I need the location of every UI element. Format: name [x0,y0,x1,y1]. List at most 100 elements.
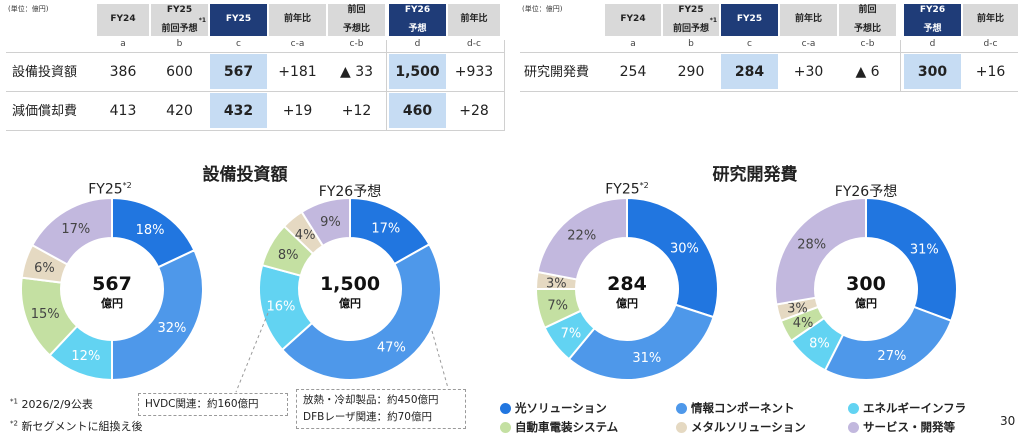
rd-row-line-0 [520,91,1018,92]
capex-cell-1-5: 460 [389,93,446,128]
capex-col-letter-4: c-b [349,39,364,49]
capex-row-line-0 [6,91,504,92]
capex-header-3: 前年比 [269,4,326,36]
pie-0-slice-1 [111,248,204,382]
rd-chart-title: 研究開発費 [712,165,798,185]
rd-header-6: 前年比 [963,4,1018,36]
legend-dot-icon-2 [848,402,859,414]
pie-2-label-4: 3% [546,276,567,291]
rd-cell-0-6: +16 [975,63,1006,80]
pie-3-slice-1 [823,305,953,381]
capex-cell-0-0: 386 [109,63,137,80]
rd-col-letter-4: c-b [860,39,875,49]
legend-item-5: サービス・開発等 [848,419,955,435]
legend-dot-icon-5 [848,421,859,433]
pie-1-label-3: 8% [278,248,299,263]
pie-2-center-value: 284 [607,273,647,295]
capex-fy26-pie-title: FY26予想 [318,184,382,200]
capex-fy25-pie-title: FY25*2 [88,181,132,198]
rd-col-letter-5: d [929,39,936,49]
pie-2-label-0: 30% [670,241,699,256]
pie-3-label-2: 8% [809,337,830,352]
capex-cell-0-6: +933 [454,63,494,80]
pie-2-center-unit: 億円 [616,296,638,310]
legend-dot-icon-3 [500,421,511,433]
pie-2-slice-0 [626,196,719,319]
legend-item-4: メタルソリューション [676,419,806,435]
capex-col-letter-6: d-c [467,39,481,49]
capex-header-sup: *1 [198,17,206,24]
legend-label-3: 自動車電装システム [515,420,619,434]
footnote-2: *2 新セグメントに組換え後 [10,419,143,433]
pie-1-center-value: 1,500 [320,273,380,295]
capex-row-line-1 [6,130,504,131]
pie-0-slice-5 [30,196,113,266]
capex-col-separator [386,40,387,131]
legend-label-1: 情報コンポーネント [691,401,795,415]
callout-dfb: DFBレーザ関連：約70億円 [303,410,432,423]
pie-0-label-0: 18% [136,223,165,238]
rd-header-sup: *1 [709,17,717,24]
callout-hvdc: HVDC関連：約160億円 [138,393,288,416]
pie-1-label-5: 9% [320,215,341,230]
rd-col-letter-0: a [630,39,636,49]
legend-item-1: 情報コンポーネント [676,400,795,416]
rd-col-letter-1: b [688,39,694,49]
pie-0-center-unit: 億円 [101,296,123,310]
legend-dot-icon-1 [676,402,687,414]
pie-3-slice-0 [865,196,958,323]
pie-1-slice-5 [300,196,351,248]
rd-cell-0-3: +30 [793,63,824,80]
capex-right-border [504,40,505,131]
rd-col-letter-6: d-c [983,39,998,49]
legend-label-5: サービス・開発等 [863,420,955,434]
pie-2-slice-5 [536,196,628,281]
legend-dot-icon-0 [500,402,511,414]
callout-heat-dfb: 放熱・冷却製品：約450億円 DFBレーザ関連：約70億円 [296,389,466,429]
rd-col-letter-2: c [747,39,752,49]
capex-cell-0-2: 567 [210,54,267,89]
capex-header-4: 前回 予想比 [328,4,385,36]
pie-3-label-1: 27% [877,349,906,364]
rd-header-2: FY25 [721,4,778,36]
capex-top-line [6,52,504,53]
pie-1-slice-1 [280,242,442,381]
rd-top-line [520,52,1018,53]
pie-0-label-1: 32% [157,321,186,336]
callout-heat: 放熱・冷却製品：約450億円 [303,394,439,406]
pie-2-slice-1 [567,303,715,381]
capex-col-letter-1: b [176,39,183,49]
rd-header-0: FY24 [605,4,661,36]
footnote-1: *1 2026/2/9公表 [10,397,93,411]
rd-col-separator [900,40,901,92]
pie-0-label-5: 17% [61,222,90,237]
capex-cell-1-0: 413 [109,102,137,119]
rd-cell-0-2: 284 [721,54,778,89]
capex-header-6: 前年比 [448,4,500,36]
pie-0-label-3: 15% [31,307,60,322]
capex-cell-1-3: +19 [282,102,313,119]
rd-cell-0-5: 300 [904,54,961,89]
pie-1-label-1: 47% [377,341,406,356]
pie-0-label-2: 12% [71,349,100,364]
capex-row-label-0: 設備投資額 [12,65,78,80]
legend-dot-icon-4 [676,421,687,433]
capex-cell-0-5: 1,500 [389,54,446,89]
leader-line-heat [431,330,449,389]
capex-col-letter-5: d [414,39,421,49]
rd-cell-0-4: ▲ 6 [855,63,880,80]
rd-cell-0-0: 254 [619,63,647,80]
capex-cell-0-4: ▲ 33 [339,63,374,80]
capex-cell-0-1: 600 [166,63,193,80]
pie-0-center-value: 567 [92,273,132,295]
legend-item-0: 光ソリューション [500,400,607,416]
pie-0-label-4: 6% [34,261,55,276]
pie-1-label-0: 17% [371,222,400,237]
pie-3-slice-5 [774,196,867,306]
legend-item-2: エネルギーインフラ [848,400,966,416]
capex-cell-1-6: +28 [459,102,489,119]
pie-2-label-2: 7% [561,327,582,342]
capex-row-label-1: 減価償却費 [12,104,78,119]
capex-header-5: FY26 予想 [389,4,446,36]
